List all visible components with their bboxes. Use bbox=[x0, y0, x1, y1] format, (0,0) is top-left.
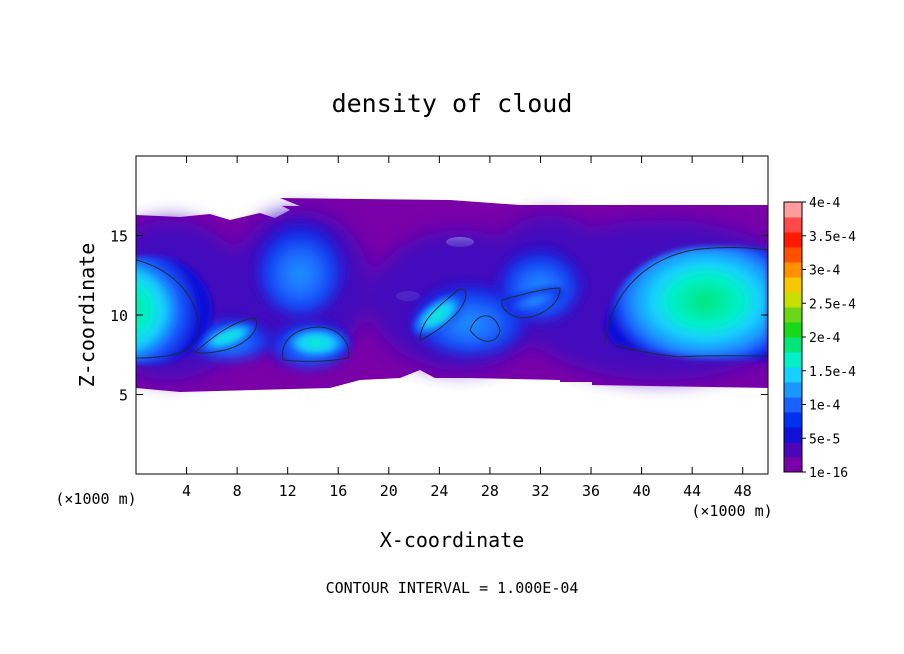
colorbar-tick-label: 1e-4 bbox=[809, 399, 840, 414]
colorbar: 1e-16 5e-5 1e-4 1.5e-4 2e-4 2.5e-4 3e-4 3.5e-4 4… bbox=[783, 196, 856, 481]
colorbar-tick-label: 2e-4 bbox=[809, 331, 840, 346]
x-tick-label: 24 bbox=[430, 482, 448, 500]
colorbar-tick-label: 1.5e-4 bbox=[809, 365, 856, 380]
x-axis: 4 8 12 16 20 24 28 32 36 40 44 48 bbox=[182, 156, 752, 500]
colorbar-swatch bbox=[784, 442, 802, 458]
cloud-field bbox=[136, 198, 768, 392]
colorbar-swatch bbox=[784, 337, 802, 353]
colorbar-swatch bbox=[784, 322, 802, 338]
x-tick-label: 12 bbox=[279, 482, 297, 500]
colorbar-swatch bbox=[784, 352, 802, 368]
x-tick-label: 28 bbox=[481, 482, 499, 500]
chart-title: density of cloud bbox=[332, 89, 573, 118]
colorbar-swatch bbox=[784, 382, 802, 398]
colorbar-swatch bbox=[784, 412, 802, 428]
x-tick-label: 48 bbox=[734, 482, 752, 500]
y-axis: 5 10 15 bbox=[110, 228, 768, 405]
colorbar-tick-label: 3e-4 bbox=[809, 264, 840, 279]
x-tick-label: 8 bbox=[233, 482, 242, 500]
colorbar-swatch bbox=[784, 397, 802, 413]
colorbar-swatch bbox=[784, 202, 802, 218]
colorbar-swatch bbox=[784, 367, 802, 383]
x-axis-label: X-coordinate bbox=[380, 528, 525, 552]
colorbar-swatch bbox=[784, 457, 802, 473]
x-tick-label: 4 bbox=[182, 482, 191, 500]
y-tick-label: 10 bbox=[110, 307, 128, 325]
colorbar-swatch bbox=[784, 247, 802, 263]
x-tick-label: 44 bbox=[683, 482, 701, 500]
colorbar-tick-label: 2.5e-4 bbox=[809, 297, 856, 312]
contour-lines bbox=[136, 246, 768, 362]
x-unit-left: (×1000 m) bbox=[55, 490, 136, 508]
colorbar-swatch bbox=[784, 277, 802, 293]
x-tick-label: 36 bbox=[582, 482, 600, 500]
x-unit-right: (×1000 m) bbox=[691, 502, 772, 520]
colorbar-swatch bbox=[784, 307, 802, 323]
contour-interval-note: CONTOUR INTERVAL = 1.000E-04 bbox=[326, 579, 579, 597]
colorbar-swatch bbox=[784, 292, 802, 308]
colorbar-swatch bbox=[784, 232, 802, 248]
y-tick-label: 15 bbox=[110, 228, 128, 246]
x-tick-label: 32 bbox=[531, 482, 549, 500]
y-tick-label: 5 bbox=[119, 387, 128, 405]
x-tick-label: 40 bbox=[633, 482, 651, 500]
cloud-cores bbox=[136, 246, 768, 364]
y-axis-label: Z-coordinate bbox=[75, 243, 99, 388]
colorbar-tick-label: 5e-5 bbox=[809, 432, 840, 447]
colorbar-swatch bbox=[784, 427, 802, 443]
colorbar-swatch bbox=[784, 262, 802, 278]
colorbar-tick-label: 4e-4 bbox=[809, 196, 840, 211]
colorbar-tick-label: 3.5e-4 bbox=[809, 230, 856, 245]
colorbar-swatch bbox=[784, 217, 802, 233]
colorbar-tick-label: 1e-16 bbox=[809, 466, 848, 481]
x-tick-label: 16 bbox=[329, 482, 347, 500]
x-tick-label: 20 bbox=[380, 482, 398, 500]
